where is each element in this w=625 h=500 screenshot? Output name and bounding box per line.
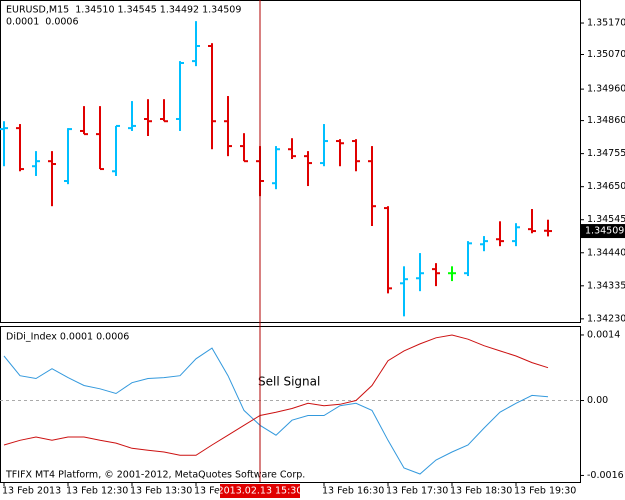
cursor-label: 2013.02.13 15:30 bbox=[218, 486, 303, 497]
indicator-line bbox=[3, 334, 549, 456]
y-tick-label: 0.0014 bbox=[587, 329, 620, 340]
x-tick-label: 13 Feb 2013 bbox=[2, 486, 61, 497]
x-tick-label: 13 Feb 13:30 bbox=[130, 486, 192, 497]
y-tick-label: 1.35070 bbox=[587, 49, 625, 60]
footer: TFIFX MT4 Platform, © 2001-2012, MetaQuo… bbox=[5, 470, 305, 481]
y-tick-label: 1.34755 bbox=[587, 148, 625, 159]
y-tick-label: 1.34440 bbox=[587, 247, 625, 258]
price-marker-label: 1.34509 bbox=[585, 226, 624, 237]
y-tick-label: 1.34545 bbox=[587, 214, 625, 225]
indicator-line bbox=[3, 347, 549, 475]
x-tick-label: 13 Feb 18:30 bbox=[450, 486, 512, 497]
y-tick-label: -0.0016 bbox=[587, 470, 624, 481]
y-tick-label: 1.35170 bbox=[587, 18, 625, 29]
cursor-label-box bbox=[220, 484, 300, 498]
x-tick-label: 13 Feb 17:30 bbox=[386, 486, 448, 497]
price-marker bbox=[581, 224, 625, 239]
x-tick-label: 13 Feb 12:30 bbox=[66, 486, 128, 497]
y-tick-label: 1.34960 bbox=[587, 84, 625, 95]
indicator-title: DiDi_Index 0.0001 0.0006 bbox=[6, 332, 129, 343]
y-tick-label: 0.00 bbox=[587, 395, 608, 406]
x-tick-label: 13 Feb 16:30 bbox=[322, 486, 384, 497]
x-tick-label: 13 Feb 19:30 bbox=[514, 486, 576, 497]
annotation: Sell Signal bbox=[258, 375, 320, 389]
y-tick-label: 1.34860 bbox=[587, 115, 625, 126]
indicator-panel bbox=[0, 326, 581, 483]
chart-title: EURUSD,M15 1.34510 1.34545 1.34492 1.345… bbox=[6, 5, 241, 16]
chart-subtitle: 0.0001 0.0006 bbox=[6, 17, 79, 28]
y-tick-label: 1.34230 bbox=[587, 313, 625, 324]
price-panel bbox=[0, 0, 581, 323]
y-tick-label: 1.34335 bbox=[587, 280, 625, 291]
y-tick-label: 1.34650 bbox=[587, 181, 625, 192]
